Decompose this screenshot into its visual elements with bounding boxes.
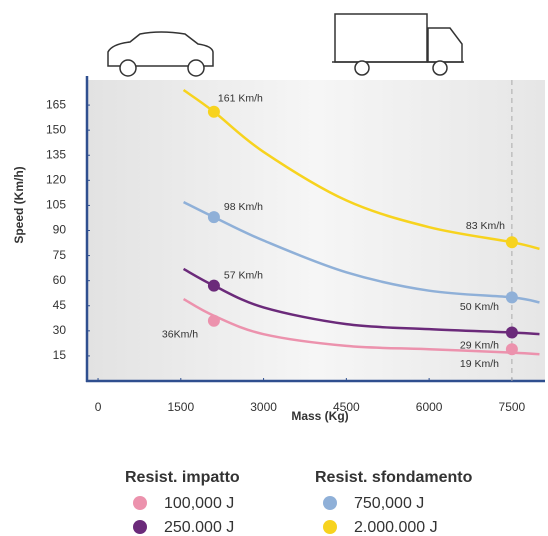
data-label: 50 Km/h <box>460 301 499 313</box>
y-axis-label: Speed (Km/h) <box>12 166 26 243</box>
x-tick-label: 6000 <box>416 400 443 414</box>
legend-marker <box>323 496 337 510</box>
data-point <box>207 211 220 224</box>
data-label: 83 Km/h <box>466 220 505 232</box>
data-label: 161 Km/h <box>218 93 263 105</box>
data-point <box>505 343 518 356</box>
car-icon <box>107 31 214 77</box>
y-tick-label: 105 <box>46 198 66 212</box>
data-label: 36Km/h <box>162 329 198 341</box>
data-point <box>505 236 518 249</box>
data-point <box>207 105 220 118</box>
y-tick-label: 135 <box>46 147 66 161</box>
truck-icon <box>332 13 464 76</box>
data-point <box>505 291 518 304</box>
legend-marker <box>133 520 147 534</box>
x-tick-label: 7500 <box>499 400 526 414</box>
y-tick-label: 60 <box>53 273 67 287</box>
data-point <box>207 279 220 292</box>
legend-label: 750,000 J <box>354 495 424 512</box>
data-label: 98 Km/h <box>224 201 263 213</box>
y-tick-label: 150 <box>46 122 66 136</box>
legend-title: Resist. impatto <box>125 469 240 486</box>
x-axis-label: Mass (Kg) <box>291 409 348 423</box>
data-label: 57 Km/h <box>224 269 263 281</box>
data-label: 19 Km/h <box>460 358 499 370</box>
legend-label: 100,000 J <box>164 495 234 512</box>
data-point <box>207 314 220 327</box>
y-tick-label: 30 <box>53 323 67 337</box>
y-tick-label: 45 <box>53 298 67 312</box>
y-tick-label: 90 <box>53 223 67 237</box>
y-tick-label: 75 <box>53 248 67 262</box>
legend-title: Resist. sfondamento <box>315 469 473 486</box>
data-point <box>505 326 518 339</box>
x-tick-label: 4500 <box>333 400 360 414</box>
legend-label: 2.000.000 J <box>354 519 438 536</box>
y-tick-label: 15 <box>53 348 67 362</box>
legend-marker <box>323 520 337 534</box>
y-tick-label: 120 <box>46 173 66 187</box>
data-label: 29 Km/h <box>460 339 499 351</box>
x-tick-label: 3000 <box>250 400 277 414</box>
legend-marker <box>133 496 147 510</box>
x-tick-label: 0 <box>95 400 102 414</box>
x-tick-label: 1500 <box>167 400 194 414</box>
y-tick-label: 165 <box>46 97 66 111</box>
legend-label: 250.000 J <box>164 519 234 536</box>
